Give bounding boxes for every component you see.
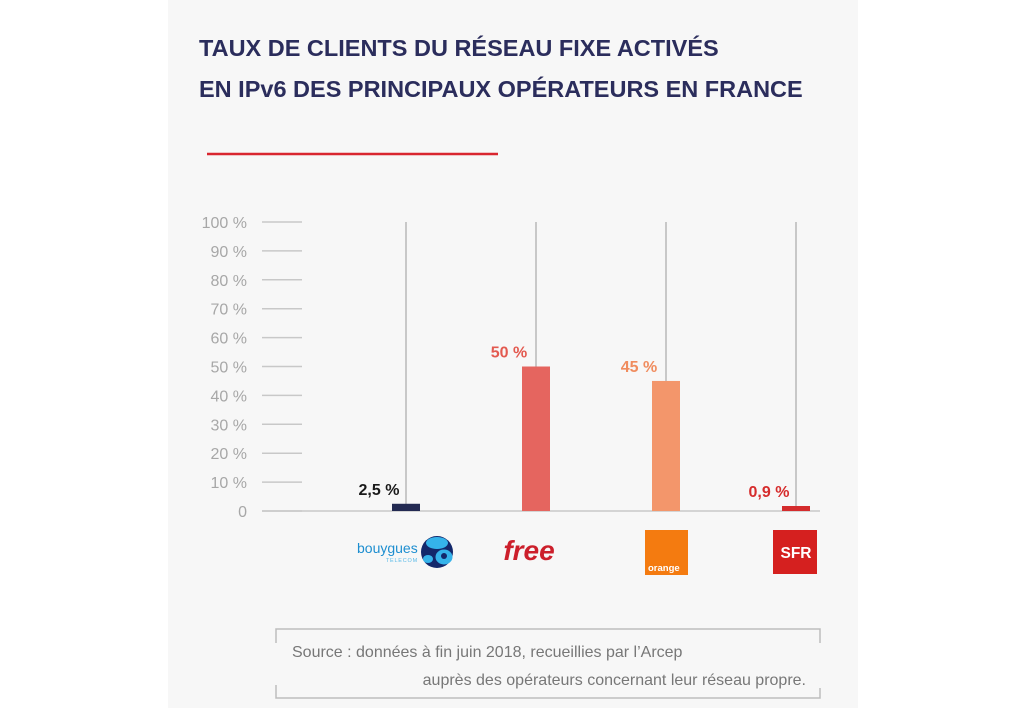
y-tick-label: 80 %: [211, 273, 247, 290]
bar-value-label-bouygues: 2,5 %: [359, 482, 400, 499]
y-tick-label: 50 %: [211, 360, 247, 377]
bar-free: [522, 366, 550, 511]
bouygues-logo-wordmark: bouygues: [357, 540, 418, 556]
free-logo-wordmark: free: [503, 535, 554, 566]
sfr-logo: SFR: [773, 530, 817, 574]
source-frame-top: [275, 628, 821, 643]
orange-logo-wordmark: orange: [648, 563, 680, 574]
bouygues-logo-bubble-top: [426, 537, 448, 549]
free-logo: free: [503, 535, 554, 566]
chart-title-line-1: TAUX DE CLIENTS DU RÉSEAU FIXE ACTIVÉS: [199, 34, 719, 61]
y-tick-label: 10 %: [211, 475, 247, 492]
bars: [392, 366, 810, 511]
source-line-1: Source : données à fin juin 2018, recuei…: [292, 644, 683, 661]
bouygues-logo-bubble-left: [423, 555, 433, 563]
bouygues-telecom-logo: bouygues TELECOM: [357, 536, 453, 568]
category-logos: bouygues TELECOM free orange SFR: [357, 530, 817, 575]
bar-orange: [652, 380, 680, 511]
bar-value-labels: 2,5 % 50 % 45 % 0,9 %: [359, 345, 790, 502]
bouygues-logo-bubble-core: [441, 553, 447, 559]
bar-value-label-free: 50 %: [491, 345, 527, 362]
y-tick-label: 0: [238, 504, 247, 521]
y-axis: 0 10 % 20 % 30 % 40 % 50 % 60 % 70 % 80 % 90 % 100…: [202, 215, 820, 521]
y-tick-label: 100 %: [202, 215, 247, 232]
bar-value-label-sfr: 0,9 %: [749, 484, 790, 501]
y-tick-label: 30 %: [211, 417, 247, 434]
source-frame-bottom: [275, 685, 821, 699]
y-tick-label: 40 %: [211, 388, 247, 405]
category-guide-lines: [405, 222, 797, 511]
y-tick-label: 60 %: [211, 331, 247, 348]
source-line-2: auprès des opérateurs concernant leur ré…: [423, 672, 806, 689]
source-note: Source : données à fin juin 2018, recuei…: [275, 628, 821, 699]
bouygues-logo-subtext: TELECOM: [386, 558, 418, 564]
y-tick-label: 20 %: [211, 446, 247, 463]
chart-title-line-2: EN IPv6 DES PRINCIPAUX OPÉRATEURS EN FRA…: [199, 75, 803, 102]
sfr-logo-wordmark: SFR: [781, 545, 812, 562]
bar-sfr: [782, 506, 810, 511]
chart-panel: [168, 0, 858, 708]
bar-value-label-orange: 45 %: [621, 359, 657, 376]
y-tick-label: 70 %: [211, 302, 247, 319]
bar-bouygues: [392, 503, 420, 511]
orange-logo: orange: [645, 530, 688, 575]
orange-logo-square: [645, 530, 688, 575]
y-tick-label: 90 %: [211, 244, 247, 261]
sfr-logo-square: [773, 530, 817, 574]
